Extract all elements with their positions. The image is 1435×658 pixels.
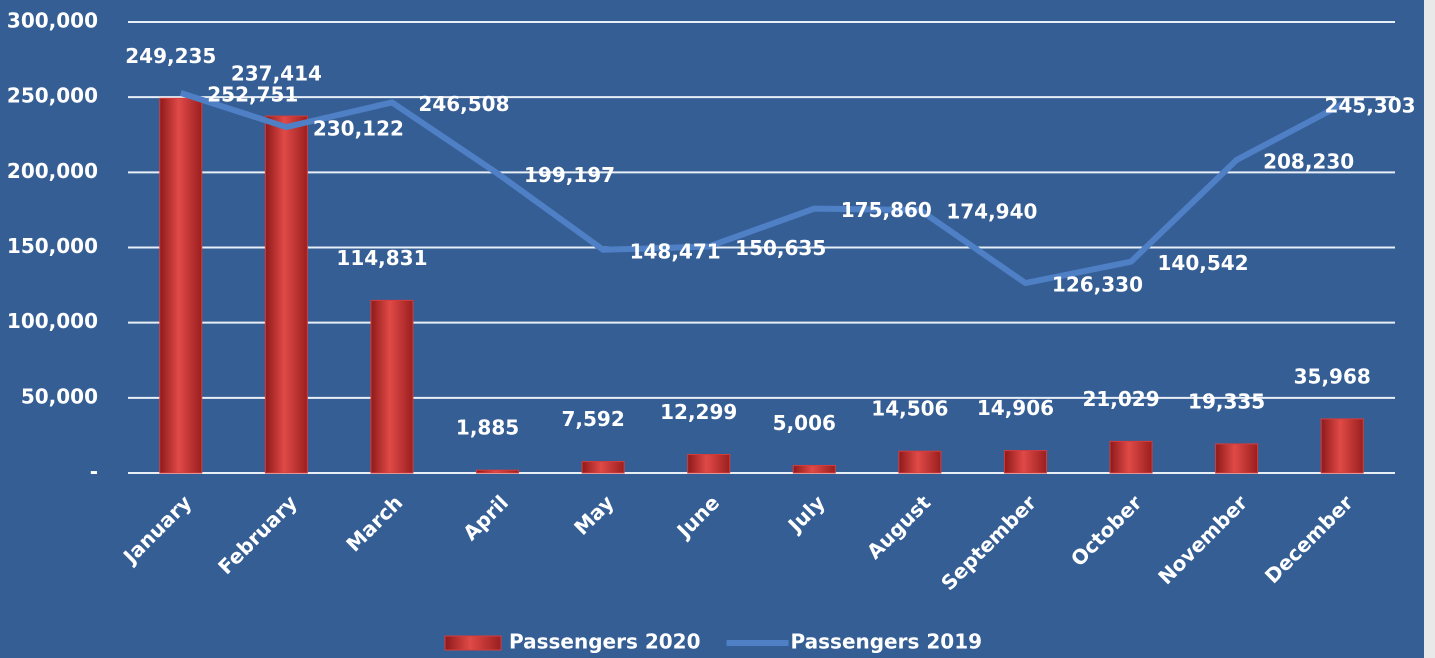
bar-value-label: 21,029 <box>1082 387 1159 411</box>
bar-value-label: 1,885 <box>456 416 519 440</box>
line <box>179 90 1344 287</box>
legend-label: Passengers 2020 <box>509 630 701 654</box>
line-value-label: 246,508 <box>418 92 509 116</box>
bar-value-label: 35,968 <box>1294 364 1371 388</box>
bar-value-label: 249,235 <box>125 44 216 68</box>
line-value-label: 175,860 <box>841 198 932 222</box>
bar <box>370 299 414 474</box>
y-tick-label: 100,000 <box>7 309 98 333</box>
line-value-label: 126,330 <box>1052 273 1143 297</box>
line-value-label: 245,303 <box>1324 94 1415 118</box>
y-tick-label: 250,000 <box>7 84 98 108</box>
bar-value-label: 14,906 <box>977 396 1054 420</box>
y-tick-label: 150,000 <box>7 234 98 258</box>
edge-strip <box>1424 0 1435 658</box>
bar-value-label: 7,592 <box>561 407 624 431</box>
bar <box>581 461 625 474</box>
bar <box>159 97 203 474</box>
bar <box>792 464 836 474</box>
bar-value-label: 12,299 <box>660 400 737 424</box>
line-value-label: 252,751 <box>207 83 298 107</box>
y-tick-label: 300,000 <box>7 9 98 33</box>
bar <box>264 115 308 474</box>
bar-value-label: 237,414 <box>231 62 322 86</box>
line-value-label: 208,230 <box>1263 149 1354 173</box>
line-value-label: 199,197 <box>524 163 615 187</box>
bar-value-label: 114,831 <box>336 246 427 270</box>
bar-value-label: 14,506 <box>871 397 948 421</box>
bar-value-label: 5,006 <box>773 411 836 435</box>
y-tick-label: 200,000 <box>7 159 98 183</box>
y-tick-label: - <box>90 460 98 484</box>
bar <box>1109 440 1153 474</box>
y-tick-label: 50,000 <box>21 384 98 408</box>
bar <box>687 454 731 474</box>
bar <box>476 469 520 474</box>
bar <box>1215 443 1259 474</box>
bar <box>1003 450 1047 474</box>
line-value-label: 230,122 <box>313 117 404 141</box>
legend-swatch <box>444 635 502 651</box>
line-value-label: 174,940 <box>946 200 1037 224</box>
line-value-label: 148,471 <box>630 239 721 263</box>
line-value-label: 140,542 <box>1157 251 1248 275</box>
line-value-label: 150,635 <box>735 236 826 260</box>
bar-value-label: 19,335 <box>1188 389 1265 413</box>
bar <box>1320 418 1364 474</box>
bar <box>898 450 942 474</box>
legend-label: Passengers 2019 <box>791 630 983 654</box>
